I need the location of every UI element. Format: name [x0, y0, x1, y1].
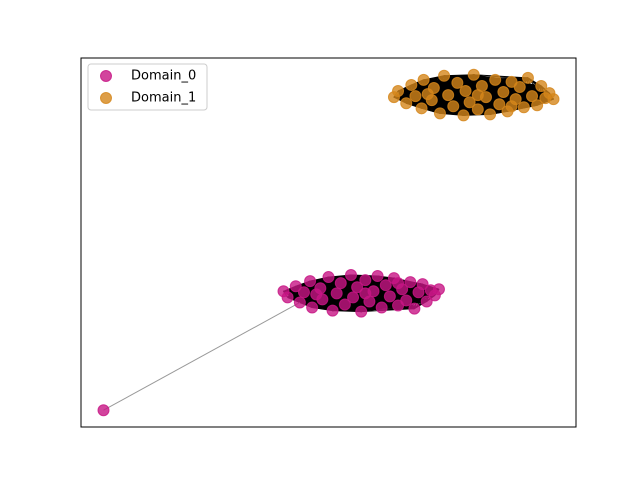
- node: [392, 277, 405, 290]
- legend-marker: [100, 92, 112, 104]
- outlier-edge: [103, 302, 301, 411]
- node: [400, 294, 413, 307]
- node: [489, 73, 502, 86]
- node: [451, 76, 464, 89]
- node: [371, 270, 384, 283]
- outlier-node: [97, 404, 110, 417]
- legend-label: Domain_0: [131, 69, 196, 84]
- node: [383, 290, 396, 303]
- nodes: [97, 68, 560, 417]
- legend-box: [87, 63, 208, 111]
- node: [526, 90, 539, 103]
- node: [408, 302, 421, 315]
- node: [306, 301, 319, 314]
- node: [409, 90, 422, 103]
- node: [521, 71, 534, 84]
- node: [310, 288, 323, 301]
- node: [447, 100, 460, 113]
- node: [421, 88, 434, 101]
- node: [531, 99, 544, 112]
- node: [467, 68, 480, 81]
- node: [375, 301, 388, 314]
- node: [442, 89, 455, 102]
- node: [351, 281, 364, 294]
- node: [493, 98, 506, 111]
- node: [347, 291, 360, 304]
- edge: [473, 74, 528, 79]
- node: [471, 89, 484, 102]
- node: [405, 78, 418, 91]
- node: [293, 296, 306, 309]
- node: [359, 274, 372, 287]
- node: [513, 80, 526, 93]
- node: [345, 269, 357, 282]
- node: [420, 295, 433, 308]
- edge: [361, 308, 415, 313]
- node: [404, 276, 417, 289]
- node: [297, 286, 310, 299]
- node: [432, 283, 445, 296]
- node: [484, 108, 497, 121]
- node: [497, 86, 510, 99]
- node: [392, 85, 405, 98]
- axes-frame: [80, 57, 577, 428]
- node: [547, 93, 560, 106]
- node: [415, 102, 428, 115]
- node: [400, 97, 413, 110]
- node: [304, 275, 317, 288]
- node: [281, 291, 294, 304]
- node: [359, 287, 372, 300]
- node: [379, 279, 392, 292]
- node: [438, 69, 451, 82]
- legend-marker: [100, 70, 112, 82]
- node: [355, 305, 368, 318]
- node: [334, 277, 347, 290]
- node: [463, 96, 476, 109]
- node: [417, 73, 430, 86]
- node: [330, 287, 343, 300]
- node: [457, 109, 470, 122]
- node: [338, 298, 351, 311]
- node: [289, 280, 302, 293]
- node: [326, 304, 339, 317]
- node: [459, 85, 472, 98]
- legend: Domain_0 Domain_1: [87, 63, 208, 111]
- node: [416, 278, 429, 291]
- node: [517, 101, 530, 114]
- node: [322, 271, 335, 284]
- legend-label: Domain_1: [131, 91, 196, 106]
- node: [505, 100, 518, 113]
- node: [471, 103, 484, 116]
- node: [535, 79, 548, 92]
- node: [433, 107, 446, 120]
